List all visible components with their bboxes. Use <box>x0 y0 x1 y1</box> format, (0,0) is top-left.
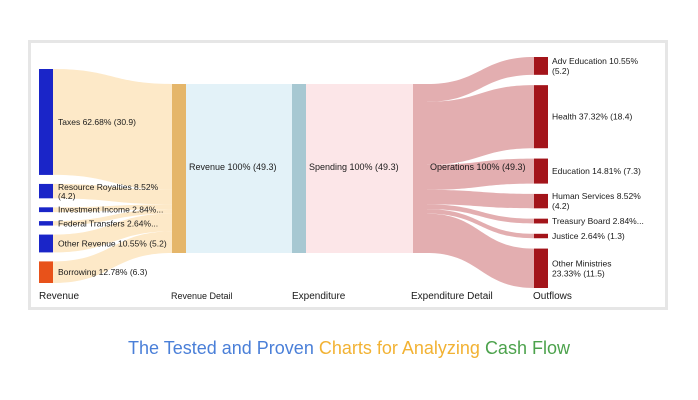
flow-operations-to-treasury-board <box>427 204 534 224</box>
label-taxes: Taxes 62.68% (30.9) <box>58 117 136 127</box>
label-borrowing: Borrowing 12.78% (6.3) <box>58 267 147 277</box>
label-treasury-board: Treasury Board 2.84%... <box>552 216 644 226</box>
label-other-revenue: Other Revenue 10.55% (5.2) <box>58 238 167 248</box>
label-investment-income: Investment Income 2.84%... <box>58 205 163 215</box>
node-operations <box>413 84 427 253</box>
flow-other-revenue-to-revenue <box>53 213 172 253</box>
node-resource-royalties <box>39 183 53 199</box>
flow-operations-to-adv-education <box>427 57 534 102</box>
label-education: Education 14.81% (7.3) <box>552 166 641 176</box>
flow-operations-to-education <box>427 158 534 190</box>
label-operations: Operations 100% (49.3) <box>430 162 526 172</box>
flow-federal-transfers-to-revenue <box>53 209 172 226</box>
label-adv-education: Adv Education 10.55% <box>552 56 638 66</box>
flow-borrowing-to-revenue <box>53 231 172 283</box>
label-justice: Justice 2.64% (1.3) <box>552 231 625 241</box>
label-human-services-value: (4.2) <box>552 201 570 211</box>
node-taxes <box>39 69 53 175</box>
node-federal-transfers <box>39 221 53 226</box>
node-adv-education <box>534 57 548 75</box>
caption-part-3: Cash Flow <box>484 338 570 358</box>
stage-label-expenditure: Expenditure <box>292 291 346 302</box>
label-resource-royalties-value: (4.2) <box>58 191 76 201</box>
node-spending <box>292 84 306 253</box>
flow-operations-to-other-ministries <box>427 213 534 288</box>
label-resource-royalties: Resource Royalties 8.52% <box>58 182 159 192</box>
caption-part-1: The Tested and Proven <box>128 338 314 358</box>
node-education <box>534 158 548 184</box>
flow-taxes-to-revenue <box>53 69 172 190</box>
caption: The Tested and Proven Charts for Analyzi… <box>0 338 698 359</box>
node-health <box>534 85 548 149</box>
label-human-services: Human Services 8.52% <box>552 191 641 201</box>
stage-label-revenue: Revenue <box>39 291 79 302</box>
label-adv-education-value: (5.2) <box>552 66 570 76</box>
stage-label-outflows: Outflows <box>533 291 572 302</box>
flow-resource-royalties-to-revenue <box>53 183 172 205</box>
node-treasury-board <box>534 218 548 224</box>
node-other-revenue <box>39 234 53 253</box>
label-health: Health 37.32% (18.4) <box>552 112 632 122</box>
label-revenue-detail: Revenue 100% (49.3) <box>189 162 277 172</box>
flow-operations-to-human-services <box>427 189 534 209</box>
flow-operations-to-health <box>427 85 534 165</box>
node-investment-income <box>39 207 53 213</box>
label-other-ministries-value: 23.33% (11.5) <box>552 268 605 278</box>
label-spending: Spending 100% (49.3) <box>309 162 399 172</box>
sankey-chart: Taxes 62.68% (30.9) Resource Royalties 8.… <box>39 56 644 302</box>
flow-operations-to-justice <box>427 209 534 239</box>
flow-revenue-to-spending <box>186 84 292 253</box>
node-human-services <box>534 193 548 209</box>
node-justice <box>534 233 548 239</box>
stage-label-revenue-detail: Revenue Detail <box>171 291 233 301</box>
stage-label-expenditure-detail: Expenditure Detail <box>411 291 493 302</box>
label-other-ministries: Other Ministries <box>552 258 612 268</box>
flow-spending-to-operations <box>306 84 413 253</box>
node-other-ministries <box>534 248 548 288</box>
label-federal-transfers: Federal Transfers 2.64%... <box>58 218 158 228</box>
flow-investment-income-to-revenue <box>53 204 172 213</box>
node-revenue-detail <box>172 84 186 253</box>
caption-part-2: Charts for Analyzing <box>318 338 480 358</box>
node-borrowing <box>39 261 53 283</box>
